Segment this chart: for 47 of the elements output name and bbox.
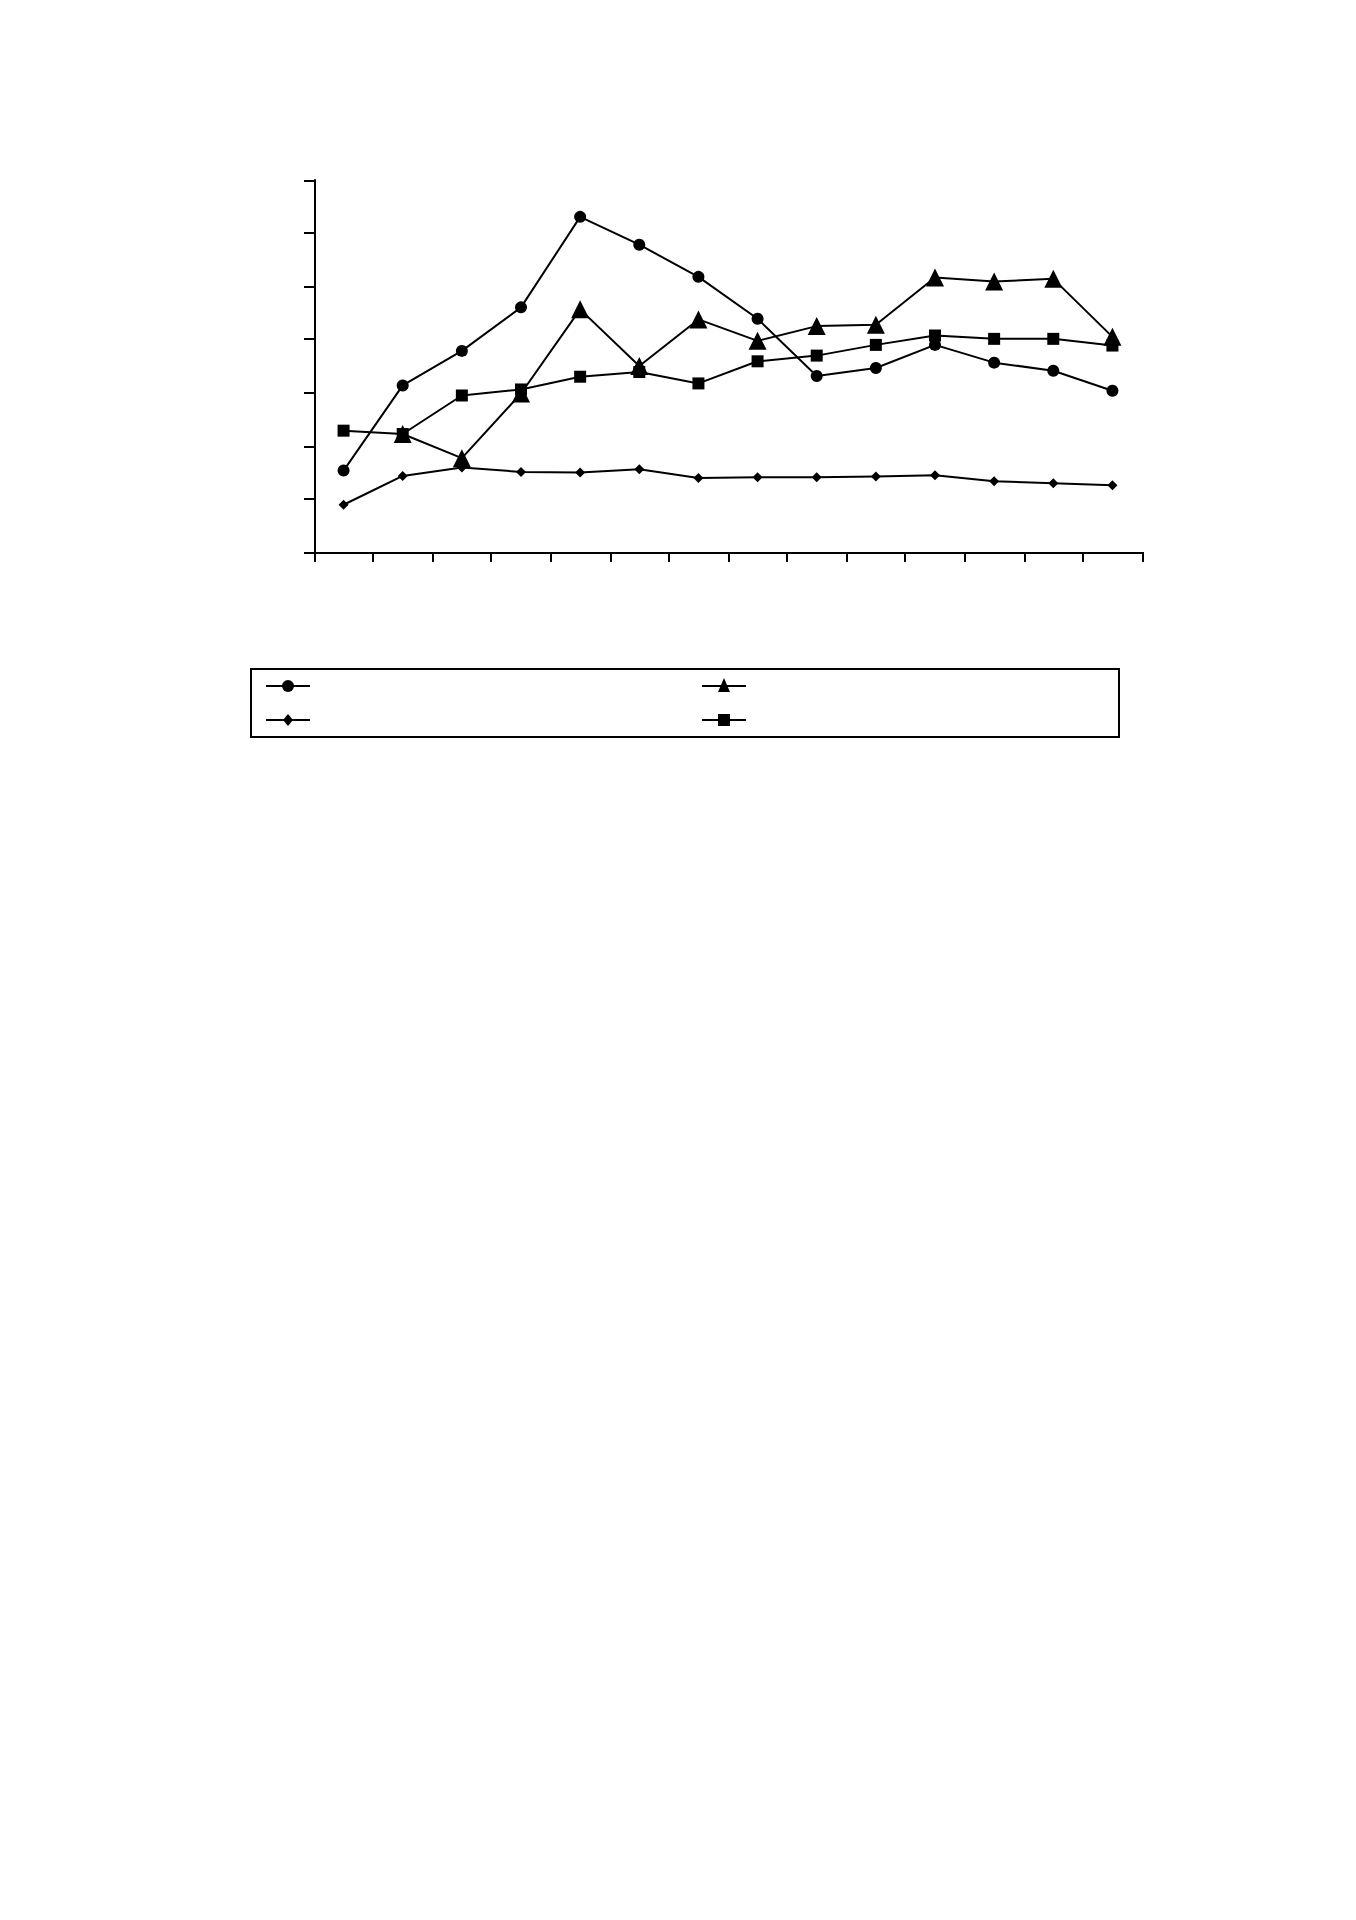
point (455, 389, 468, 402)
point (574, 370, 587, 383)
point (693, 472, 704, 483)
point (455, 344, 468, 357)
point (1048, 478, 1059, 489)
point (1047, 332, 1060, 345)
point (1106, 339, 1119, 352)
point (516, 466, 526, 477)
point (869, 338, 882, 351)
point (397, 470, 408, 481)
point (748, 331, 767, 350)
point (926, 268, 944, 287)
point (810, 370, 823, 383)
point (930, 470, 940, 481)
point (574, 210, 587, 223)
point (985, 272, 1004, 291)
point (870, 471, 881, 482)
point (807, 317, 826, 336)
point (692, 270, 705, 283)
point (988, 356, 1001, 369)
point (866, 315, 885, 334)
point (1106, 384, 1119, 397)
point (1047, 364, 1060, 377)
point (633, 238, 646, 251)
point (575, 467, 586, 478)
point (752, 472, 763, 483)
point (869, 362, 882, 375)
point (811, 472, 822, 483)
point (988, 332, 1001, 345)
point (338, 499, 349, 510)
point (396, 379, 409, 392)
point (633, 366, 646, 379)
point (929, 329, 941, 342)
point (810, 349, 823, 362)
point (751, 355, 764, 368)
point (337, 464, 350, 477)
point (337, 424, 350, 437)
point (1044, 269, 1063, 288)
point (689, 310, 708, 329)
point (751, 312, 764, 325)
point (692, 377, 705, 390)
point (634, 464, 645, 475)
point (571, 300, 590, 319)
point (1107, 480, 1118, 491)
point (989, 476, 1000, 487)
point (515, 301, 527, 314)
point (515, 383, 527, 396)
